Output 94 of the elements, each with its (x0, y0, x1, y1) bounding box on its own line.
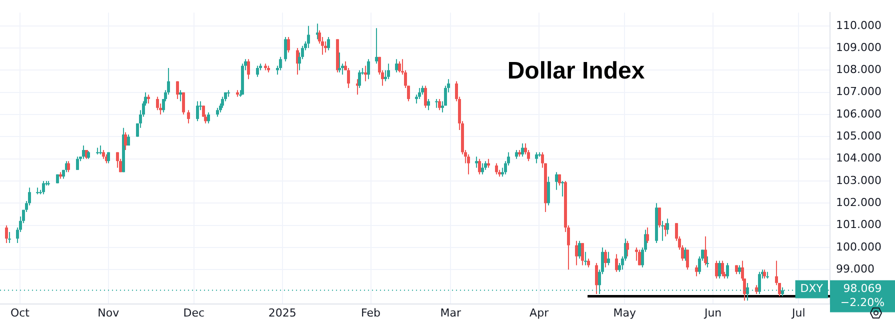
candlestick (287, 36, 290, 53)
candlestick (247, 58, 250, 80)
candlestick (718, 260, 721, 280)
candlestick (196, 100, 199, 122)
candlestick (375, 28, 378, 64)
candlestick (424, 85, 427, 108)
text: Dollar Index (507, 58, 646, 85)
candlestick (99, 145, 102, 155)
candlestick (256, 65, 259, 78)
candlestick (721, 260, 724, 277)
candlestick (646, 227, 649, 244)
y-tick-label: 107.000 (836, 85, 882, 98)
candlestick (116, 152, 119, 168)
y-tick-label: 102.000 (836, 196, 882, 210)
candlestick (82, 145, 85, 160)
candlestick (607, 251, 610, 266)
candlestick (581, 242, 584, 266)
text: −2.20% (840, 296, 885, 310)
y-tick-label: 108.000 (836, 63, 882, 76)
y-tick-label: 110.000 (836, 18, 882, 32)
candlestick (387, 63, 390, 80)
y-tick-label: 103.000 (836, 174, 882, 187)
y-tick-label: 105.000 (836, 130, 882, 143)
candlestick (686, 249, 689, 270)
candlestick (435, 98, 438, 108)
candlestick (358, 70, 361, 88)
candlestick (42, 180, 45, 195)
candlestick (187, 110, 190, 124)
candlestick (475, 156, 478, 168)
x-tick-label: Jul (790, 306, 806, 320)
candlestick (347, 68, 350, 88)
candlestick (182, 92, 185, 116)
x-tick-label: Oct (10, 306, 30, 320)
candlestick (561, 180, 564, 198)
candlestick (5, 224, 8, 244)
candlestick (555, 172, 558, 190)
candlestick (8, 231, 11, 244)
candlestick (658, 207, 661, 228)
candlestick (626, 240, 629, 257)
candlestick (176, 80, 179, 100)
y-tick-label: 99.000 (836, 262, 874, 276)
candlestick (398, 60, 401, 73)
candlestick (438, 98, 441, 111)
candlestick (521, 142, 524, 158)
candlestick (704, 236, 707, 266)
candlestick (395, 58, 398, 73)
candlestick (481, 162, 484, 175)
y-tick-label: 109.000 (836, 40, 882, 54)
candlestick (478, 158, 481, 175)
candlestick (578, 240, 581, 260)
candlestick (547, 176, 550, 206)
candlestick (467, 154, 470, 175)
candlestick (635, 246, 638, 262)
candlestick (715, 260, 718, 280)
y-tick-label: 104.000 (836, 152, 882, 165)
candlestick (279, 56, 282, 71)
candlestick (221, 96, 224, 108)
candlestick (706, 256, 709, 268)
candlestick (427, 98, 430, 111)
candlestick (367, 58, 370, 80)
candlestick (307, 25, 310, 49)
candlestick (156, 96, 159, 111)
y-tick-label: 106.000 (836, 107, 882, 120)
x-tick-label: May (613, 306, 636, 320)
candlestick (604, 249, 607, 268)
annotation: DXY (800, 282, 824, 296)
x-tick-label: Feb (361, 306, 381, 320)
candlestick (418, 87, 421, 100)
candlestick (284, 36, 287, 62)
x-tick-label: Apr (530, 306, 550, 320)
candlestick (535, 152, 538, 164)
ref-line-label: 98.069 (843, 282, 882, 296)
y-tick-label: 101.000 (836, 218, 882, 232)
candlestick (595, 262, 598, 295)
candlestick (638, 249, 641, 266)
candlestick (327, 36, 330, 51)
candlestick (76, 156, 79, 170)
candlestick (726, 262, 729, 280)
x-tick-label: Mar (440, 306, 462, 320)
x-tick-label: Nov (98, 306, 120, 320)
candlestick (666, 218, 669, 235)
x-tick-label: Jun (703, 306, 722, 320)
candlestick (207, 112, 210, 124)
y-tick-label: 100.000 (836, 240, 882, 254)
candlestick (124, 132, 127, 150)
candlestick (661, 220, 664, 242)
candlestick (495, 162, 498, 175)
candlestick (67, 160, 70, 173)
candlestick (575, 240, 578, 266)
candlestick (695, 264, 698, 277)
candlestick (584, 251, 587, 266)
x-tick-label: 2025 (268, 306, 296, 320)
candlestick (615, 254, 618, 272)
x-tick-label: Dec (183, 306, 205, 320)
